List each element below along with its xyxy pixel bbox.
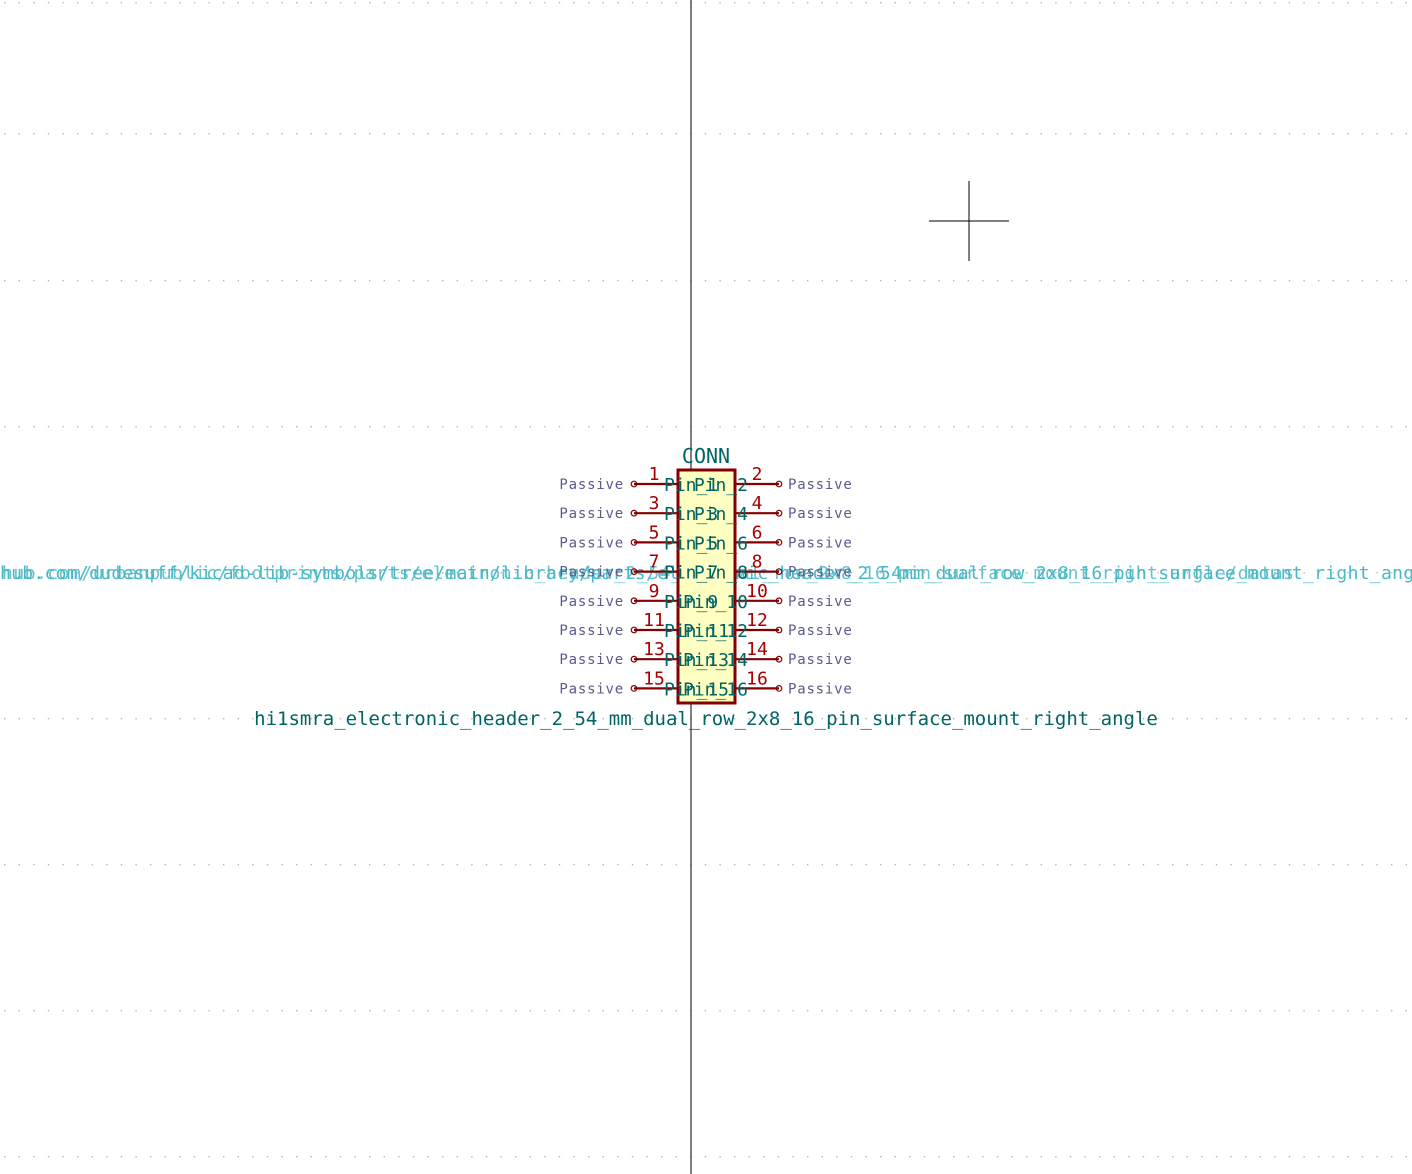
pin-number: 6: [752, 522, 763, 543]
pin-name: Pin_14: [683, 650, 748, 671]
pin-number: 15: [643, 668, 665, 689]
grid-row: [4, 1010, 1407, 1012]
pin-name: Pin_8: [694, 563, 748, 584]
pin-electrical-type: Passive: [788, 652, 853, 668]
pin-name: Pin_2: [694, 475, 748, 496]
pin-name: Pin_11: [664, 621, 729, 642]
pin-end-circle-icon: [775, 597, 783, 605]
pin-end-circle-icon: [775, 568, 783, 575]
pin-electrical-type: Passive: [559, 623, 624, 639]
pin-electrical-type: Passive: [559, 535, 624, 551]
grid-row: [4, 426, 1407, 428]
pin-number: 8: [752, 552, 763, 573]
pin-end-circle-icon: [775, 685, 783, 692]
pin-electrical-type: Passive: [559, 652, 624, 668]
pin-number: 14: [746, 639, 768, 660]
pin-name: Pin_12: [683, 621, 748, 642]
pin-number: 1: [649, 464, 660, 485]
grid-row: [4, 2, 1407, 4]
pin-electrical-type: Passive: [559, 565, 624, 581]
pin-number: 3: [649, 493, 660, 514]
pin-electrical-type: Passive: [559, 477, 624, 493]
pin-number: 12: [746, 610, 768, 631]
pin-number: 9: [649, 581, 660, 602]
value-field[interactable]: hi1smra_electronic_header_2_54_mm_dual_r…: [254, 708, 1158, 730]
grid-row: [4, 864, 1407, 866]
pin-end-circle-icon: [775, 655, 783, 663]
pin-electrical-type: Passive: [559, 594, 624, 610]
pin-number: 4: [752, 493, 763, 514]
pin-end-circle-icon: [630, 568, 638, 575]
pin-name: Pin_16: [683, 679, 748, 700]
pin-end-circle-icon: [630, 655, 638, 663]
cursor-crosshair-icon: [929, 181, 1009, 261]
pin-end-circle-icon: [775, 509, 783, 517]
pin-electrical-type: Passive: [788, 681, 853, 697]
pin-name: Pin_15: [664, 679, 729, 700]
pin-name: Pin_10: [683, 592, 748, 613]
pin-electrical-type: Passive: [788, 594, 853, 610]
pin-end-circle-icon: [630, 597, 638, 605]
pin-electrical-type: Passive: [788, 535, 853, 551]
pin-number: 13: [643, 639, 665, 660]
grid-row: [4, 280, 1407, 282]
pin-electrical-type: Passive: [788, 623, 853, 639]
symbol-body[interactable]: [676, 468, 737, 705]
pin-electrical-type: Passive: [788, 506, 853, 522]
pin-electrical-type: Passive: [788, 565, 853, 581]
pin-number: 7: [649, 552, 660, 573]
grid: [4, 2, 1407, 1158]
pin-end-circle-icon: [630, 626, 638, 634]
reference-designator[interactable]: CONN: [682, 444, 730, 468]
pin-number: 16: [746, 668, 768, 689]
pin-end-circle-icon: [630, 509, 638, 517]
pin-electrical-type: Passive: [559, 506, 624, 522]
pin-name: Pin_9: [664, 592, 718, 613]
pin-end-circle-icon: [630, 480, 638, 488]
pin-name: Pin_5: [664, 533, 718, 554]
pin-name: Pin_1: [664, 475, 718, 496]
grid-row: [4, 572, 1407, 574]
pin-name: Pin_13: [664, 650, 729, 671]
pin-name: Pin_3: [664, 504, 718, 525]
pin-number: 2: [752, 464, 763, 485]
pin-end-circle-icon: [630, 539, 638, 546]
pin-number: 10: [746, 581, 768, 602]
pin-electrical-type: Passive: [559, 681, 624, 697]
datasheet-field-overlap: hub.com/urbanpublic/footprints/parts/ele…: [2, 563, 1294, 584]
pin-end-circle-icon: [630, 685, 638, 692]
pin-electrical-type: Passive: [788, 477, 853, 493]
pin-name: Pin_4: [694, 504, 748, 525]
pin-number: 11: [643, 610, 665, 631]
pin-end-circle-icon: [775, 480, 783, 488]
pin-number: 5: [649, 522, 660, 543]
grid-row: [4, 133, 1407, 135]
pin-end-circle-icon: [775, 626, 783, 634]
pin-name: Pin_7: [664, 563, 718, 584]
grid-row: [4, 1156, 1407, 1158]
pin-name: Pin_6: [694, 533, 748, 554]
pin-end-circle-icon: [775, 539, 783, 546]
